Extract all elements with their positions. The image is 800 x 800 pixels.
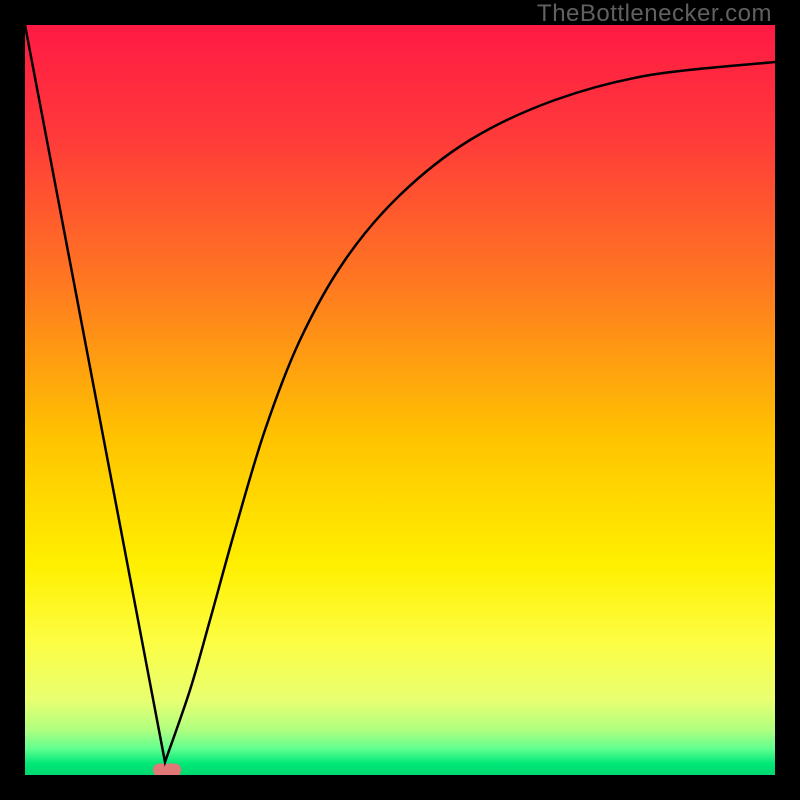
chart-container: { "watermark": { "text": "TheBottlenecke… xyxy=(0,0,800,800)
plot-background xyxy=(25,25,775,775)
watermark-text: TheBottlenecker.com xyxy=(537,0,772,28)
bottleneck-chart xyxy=(0,0,800,800)
optimum-marker xyxy=(153,764,181,777)
